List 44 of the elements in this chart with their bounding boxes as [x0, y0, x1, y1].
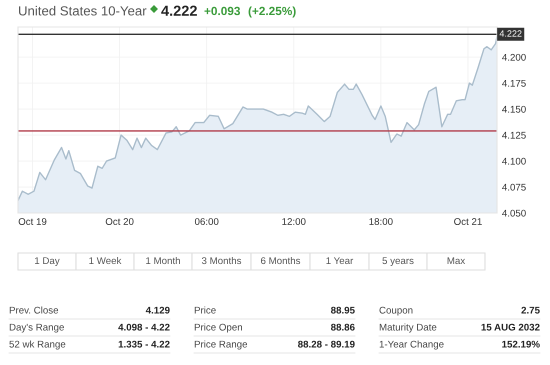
text: 88.86 — [330, 324, 355, 331]
y-tick-label: 4.125 — [502, 132, 526, 139]
text: 152.19% — [502, 340, 540, 348]
text: Day's Range — [10, 324, 64, 333]
text: Price — [194, 306, 216, 314]
y-tick-label: 4.050 — [502, 210, 526, 217]
text: 5 years — [382, 257, 414, 266]
text: 1 Year — [326, 257, 354, 264]
text: 15 AUG 2032 — [482, 324, 540, 331]
text: 1 Month — [146, 256, 180, 264]
text: 1 Week — [89, 256, 122, 264]
chart-title: United States 10-Year — [19, 6, 146, 16]
x-tick-label: Oct 19 — [18, 218, 46, 225]
y-tick-label: 4.200 — [502, 54, 526, 61]
text: 3 Months — [202, 256, 242, 264]
text: 4.098 - 4.22 — [118, 324, 170, 331]
text: 4.222 — [161, 6, 197, 16]
text: 88.95 — [330, 306, 355, 314]
text: 52 wk Range — [9, 340, 66, 350]
y-tick-label: 4.150 — [502, 106, 526, 113]
x-tick-label: 18:00 — [369, 218, 393, 225]
text: +0.093 — [204, 6, 240, 16]
ref-line-label: 4.222 — [500, 30, 522, 37]
text: 4.129 — [146, 306, 170, 314]
text: (+2.25%) — [248, 6, 296, 18]
y-tick-label: 4.100 — [502, 158, 526, 165]
x-tick-label: Oct 21 — [454, 218, 482, 225]
text: Coupon — [379, 306, 412, 316]
y-tick-label: 4.175 — [502, 80, 526, 87]
text: Price Open — [194, 323, 242, 333]
text: Price Range — [194, 340, 248, 350]
x-tick-label: 12:00 — [282, 218, 306, 225]
text: 6 Months — [261, 256, 300, 264]
text: 88.28 - 89.19 — [298, 340, 355, 348]
text: 1 Day — [35, 257, 60, 266]
text: Maturity Date — [380, 323, 436, 333]
text: 1-Year Change — [380, 340, 444, 350]
text: 1.335 - 4.22 — [118, 340, 170, 348]
text: 2.75 — [521, 306, 540, 314]
x-tick-label: 06:00 — [194, 218, 218, 225]
text: Prev. Close — [10, 306, 58, 314]
y-tick-label: 4.075 — [502, 184, 526, 191]
x-tick-label: Oct 20 — [106, 218, 134, 225]
text: Max — [448, 257, 466, 264]
